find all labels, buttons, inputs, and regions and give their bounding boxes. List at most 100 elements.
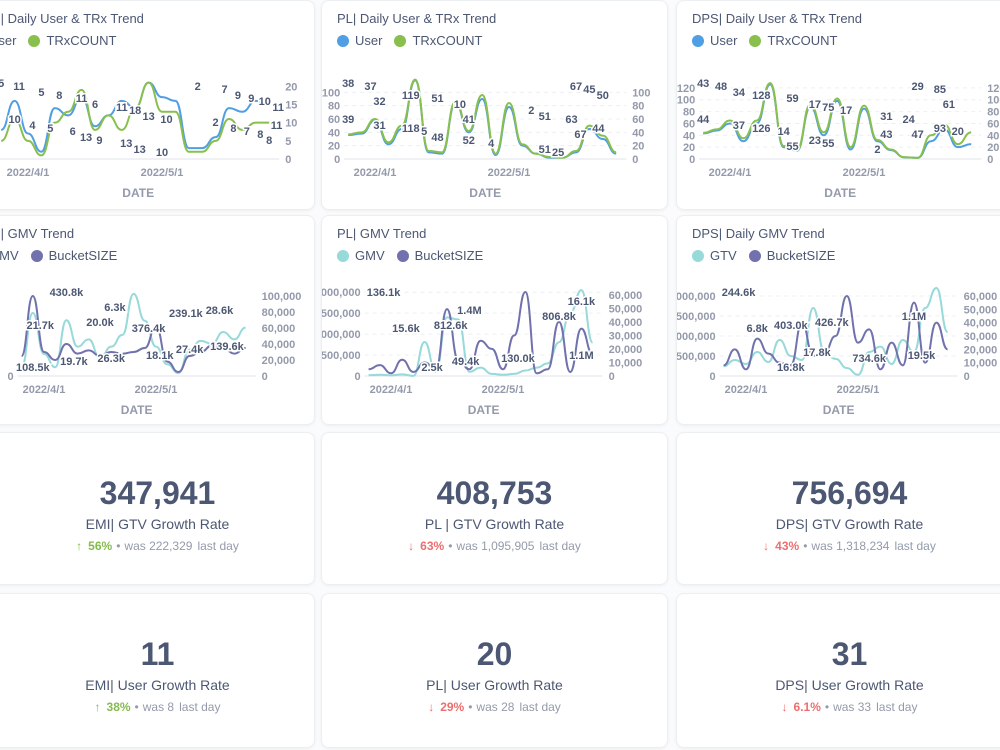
data-label: 806.8k [542, 311, 577, 323]
y-right-tick: 40,000 [964, 318, 998, 330]
legend-item[interactable]: GTV [692, 248, 737, 263]
stat-card[interactable]: 31 DPS| User Growth Rate ↓ 6.1% • was 33 last … [676, 593, 1000, 748]
legend-item[interactable]: User [337, 33, 382, 48]
data-label: 45 [583, 84, 595, 96]
series-line-bucketsize[interactable] [723, 294, 949, 371]
data-label: 11 [76, 93, 88, 105]
chart-card-dps-gmv[interactable]: DPS| Daily GMV Trend GTV BucketSIZE 0 500,00… [676, 215, 1000, 425]
chart-title[interactable]: PL| Daily User & TRx Trend [337, 11, 497, 26]
stat-title[interactable]: EMI| User Growth Rate [85, 677, 230, 693]
legend-item[interactable]: GMV [337, 248, 385, 263]
chart-card-pl-gmv[interactable]: PL| GMV Trend GMV BucketSIZE 0 500,000 1,000,… [321, 215, 668, 425]
legend-item[interactable]: User [0, 33, 16, 48]
series-line-trxcount[interactable] [348, 78, 617, 159]
x-axis-label: DATE [468, 403, 500, 417]
data-label: 37 [364, 81, 376, 93]
legend-item[interactable]: TRxCOUNT [394, 33, 483, 48]
data-label: 48 [715, 81, 727, 93]
legend-label: GMV [355, 248, 385, 263]
y-left-tick: 500,000 [322, 350, 361, 362]
legend-item[interactable]: User [692, 33, 737, 48]
chart-title[interactable]: DPS| Daily User & TRx Trend [692, 11, 863, 26]
stat-comparison: ↓ 6.1% • was 33 last day [677, 700, 1000, 714]
series-line-bucketsize[interactable] [368, 291, 594, 375]
series-line-gmv[interactable] [20, 292, 246, 375]
stat-card[interactable]: 756,694 DPS| GTV Growth Rate ↓ 43% • was 1,31… [676, 432, 1000, 585]
stat-card[interactable]: 20 PL| User Growth Rate ↓ 29% • was 28 last da… [321, 593, 668, 748]
data-label: 136.1k [367, 287, 402, 299]
y-left-tick: 20 [683, 142, 695, 154]
stat-title[interactable]: DPS| User Growth Rate [775, 677, 924, 693]
stat-previous-value: was 8 [142, 700, 175, 714]
x-tick: 2022/4/1 [370, 384, 413, 396]
y-left-tick: 100 [677, 95, 695, 107]
stat-change-percent: 43% [775, 539, 800, 553]
data-label: 10 [259, 96, 271, 108]
data-label: 43 [880, 129, 892, 141]
stat-title[interactable]: PL | GTV Growth Rate [424, 516, 565, 532]
stat-card[interactable]: 347,941 EMI| GTV Growth Rate ↑ 56% • was 222,… [0, 432, 315, 585]
data-label: 6.3k [104, 302, 126, 314]
y-left-tick: 1,000,000 [322, 329, 361, 341]
stat-card[interactable]: 11 EMI| User Growth Rate ↑ 38% • was 8 last da… [0, 593, 315, 748]
series-line-trxcount[interactable] [0, 81, 270, 157]
y-right-tick: 20 [632, 141, 644, 153]
separator-dot: • [468, 700, 473, 714]
stat-change-percent: 6.1% [793, 700, 821, 714]
stat-title[interactable]: EMI| GTV Growth Rate [85, 516, 230, 532]
y-right-tick: 0 [632, 154, 638, 166]
stat-title[interactable]: PL| User Growth Rate [426, 677, 563, 693]
legend-dot [28, 34, 41, 47]
data-label: 13 [120, 138, 132, 150]
data-label: 6 [92, 99, 98, 111]
chart-card-emi-trend[interactable]: I| Daily User & TRx TrendUserTRxCOUNT051… [0, 0, 315, 210]
y-right-tick: 80,000 [262, 307, 296, 319]
data-label: 85 [934, 84, 946, 96]
series-line-gmv[interactable] [368, 289, 594, 377]
data-label: 118 [402, 123, 420, 135]
stat-title[interactable]: DPS| GTV Growth Rate [775, 516, 924, 532]
legend-item[interactable]: TRxCOUNT [28, 33, 117, 48]
y-right-tick: 30,000 [964, 331, 998, 343]
data-label: 108.5k [16, 362, 51, 374]
stat-change-percent: 38% [106, 700, 131, 714]
chart-title[interactable]: I| GMV Trend [0, 226, 75, 241]
stat-card[interactable]: 408,753 PL | GTV Growth Rate ↓ 63% • was 1,09… [321, 432, 668, 585]
legend-item[interactable]: BucketSIZE [30, 248, 117, 263]
data-label: 44 [592, 123, 605, 135]
arrow-down-icon: ↓ [781, 700, 788, 714]
y-left-tick: 1,000,000 [677, 331, 716, 343]
legend-item[interactable]: TRxCOUNT [749, 33, 838, 48]
y-right-tick: 0 [285, 154, 291, 166]
chart-card-pl-trend[interactable]: PL| Daily User & TRx Trend User TRxCOUNT 0 2… [321, 0, 668, 210]
series-line-gtv[interactable] [723, 286, 949, 376]
data-label: 139.6k [210, 341, 245, 353]
series-line-user[interactable] [703, 83, 972, 159]
line-chart: 0 0 20,000 40,000 60,000 80,000 100,000 2022/4/… [7, 286, 301, 418]
data-label: 67 [574, 129, 586, 141]
chart-title[interactable]: I| Daily User & TRx Trend [0, 11, 144, 26]
legend-label: User [710, 33, 738, 48]
data-label: 55 [786, 141, 798, 153]
chart-title[interactable]: DPS| Daily GMV Trend [692, 226, 825, 241]
data-label: 34 [733, 87, 746, 99]
data-label: 75 [822, 102, 834, 114]
data-label: 61 [943, 99, 955, 111]
y-left-tick: 0 [334, 154, 340, 166]
data-label: 17 [809, 99, 821, 111]
chart-card-dps-trend[interactable]: DPS| Daily User & TRx Trend User TRxCOUNT 0… [676, 0, 1000, 210]
chart-title[interactable]: PL| GMV Trend [337, 226, 427, 241]
chart-card-emi-gmv[interactable]: I| GMV Trend GMV BucketSIZE 0 0 20,000 40,000 6… [0, 215, 315, 425]
series-line-trxcount[interactable] [703, 82, 972, 159]
y-right-tick: 60 [987, 118, 999, 130]
series-line-bucketsize[interactable] [20, 294, 246, 374]
legend-item[interactable]: GMV [0, 248, 19, 263]
legend-item[interactable]: BucketSIZE [748, 248, 835, 263]
data-label: 4 [488, 138, 495, 150]
x-tick: 2022/5/1 [135, 384, 178, 396]
legend-item[interactable]: BucketSIZE [396, 248, 483, 263]
data-label: 16.1k [568, 296, 596, 308]
data-label: 23 [809, 135, 821, 147]
legend-dot [396, 249, 409, 262]
